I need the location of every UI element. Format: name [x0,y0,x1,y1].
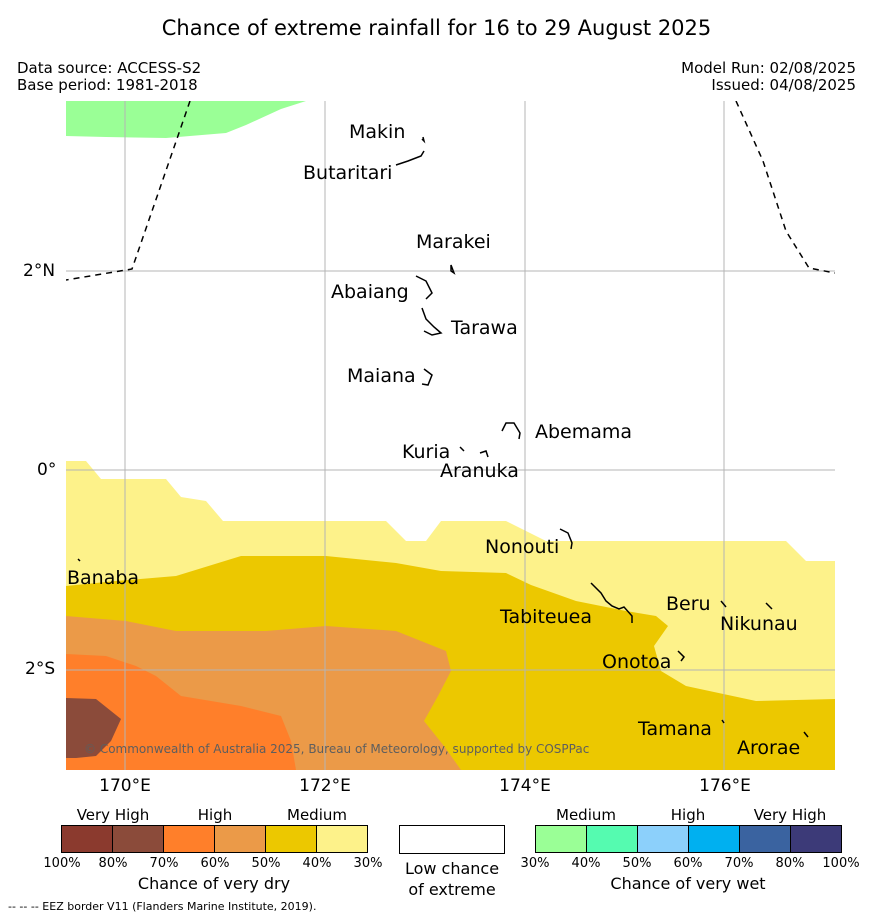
wet-legend-header-medium: Medium [556,806,616,824]
tamana-island [721,719,725,724]
wet-legend-header-high: High [670,806,706,824]
dry-legend-header-medium: Medium [287,806,347,824]
low-chance-swatch [399,825,505,854]
wet-legend-label: Chance of very wet [610,874,766,893]
map-title: Chance of extreme rainfall for 16 to 29 … [161,16,712,40]
dry-legend-label: Chance of very dry [137,874,291,893]
place-label-arorae: Arorae [737,737,801,759]
dry-very-high-region [66,698,121,758]
kuria-island [459,446,465,452]
dry-tick: 60% [200,856,230,871]
dry-tick: 50% [251,856,281,871]
model-info: Model Run: 02/08/2025 Issued: 04/08/2025 [681,60,856,94]
dry-tick: 80% [98,856,128,871]
nonouti-island [559,528,573,550]
data-source: Data source: ACCESS-S2 [17,59,202,77]
lat-label-0: 0° [37,460,57,480]
base-period: Base period: 1981-2018 [17,76,198,94]
tarawa-island [421,307,443,336]
dry-tick: 100% [43,856,81,871]
dry-legend-swatch [265,825,317,853]
dry-legend-header-high: High [197,806,233,824]
wet-tick: 50% [622,856,652,871]
arorae-island [803,731,809,738]
place-label-nikunau: Nikunau [720,613,798,635]
place-label-beru: Beru [666,593,711,615]
dry-high-region [66,654,296,770]
place-label-nonouti: Nonouti [485,536,560,558]
wet-tick: 70% [724,856,754,871]
wet-legend-swatch [637,825,689,853]
wet-legend-swatch [688,825,740,853]
makin-island [421,136,426,144]
dry-tick: 30% [353,856,383,871]
copyright-notice: © Commonwealth of Australia 2025, Bureau… [84,742,590,756]
wet-legend-swatch [535,825,587,853]
wet-legend-swatch [586,825,638,853]
lon-label-170e: 170°E [99,776,151,796]
wet-legend-header-very-high: Very High [753,806,827,824]
gridlines [66,101,835,770]
dry-tick: 70% [149,856,179,871]
wet-tick: 80% [775,856,805,871]
banaba-island [77,558,81,562]
lat-label-2s: 2°S [25,659,56,679]
butaritari-island [395,150,425,166]
map-canvas [66,101,835,770]
wet-legend-swatch [739,825,791,853]
beru-island [720,600,727,608]
dry-legend-header-very-high: Very High [76,806,150,824]
eez-border [66,101,835,281]
eez-footnote: -- -- -- EEZ border V11 (Flanders Marine… [8,900,317,913]
dry-tick: 40% [302,856,332,871]
islands [77,136,809,738]
maiana-island [421,368,433,386]
wet-colorbar [535,825,842,853]
lon-label-176e: 176°E [699,776,751,796]
wet-tick: 40% [571,856,601,871]
place-label-banaba: Banaba [67,567,140,589]
dry-legend-swatch [163,825,215,853]
marakei-island [450,264,456,275]
dry-legend-swatch [61,825,113,853]
dry-legend-swatch [112,825,164,853]
wet-legend-swatch [790,825,842,853]
place-label-tarawa: Tarawa [451,317,518,339]
place-label-tamana: Tamana [638,718,712,740]
abemama-island [501,422,521,440]
place-label-butaritari: Butaritari [303,162,393,184]
place-label-abaiang: Abaiang [331,281,409,303]
low-chance-label-line1: Low chance [404,859,500,878]
issued-date: Issued: 04/08/2025 [711,76,856,94]
place-label-abemama: Abemama [535,421,633,443]
map-area [66,101,835,770]
place-label-marakei: Marakei [416,231,491,253]
data-source-info: Data source: ACCESS-S2 Base period: 1981… [17,60,201,94]
lon-label-172e: 172°E [299,776,351,796]
place-label-aranuka: Aranuka [440,460,519,482]
place-label-onotoa: Onotoa [602,651,672,673]
dry-legend-swatch [316,825,368,853]
dry-legend-swatch [214,825,266,853]
abaiang-island [415,275,433,300]
nikunau-island [765,602,773,610]
onotoa-island [677,650,685,662]
lon-label-174e: 174°E [499,776,551,796]
model-run: Model Run: 02/08/2025 [681,59,856,77]
wet-tick: 30% [520,856,550,871]
aranuka-island [479,450,489,458]
place-label-makin: Makin [349,121,406,143]
place-label-maiana: Maiana [347,365,416,387]
lat-label-2n: 2°N [23,261,56,281]
wet-medium-region [66,101,306,138]
place-label-kuria: Kuria [402,441,451,463]
tabiteuea-island [590,582,633,623]
wet-tick: 60% [673,856,703,871]
place-label-tabiteuea: Tabiteuea [500,606,592,628]
low-chance-label-line2: of extreme [408,880,496,899]
dry-colorbar [61,825,368,853]
wet-tick: 100% [822,856,860,871]
